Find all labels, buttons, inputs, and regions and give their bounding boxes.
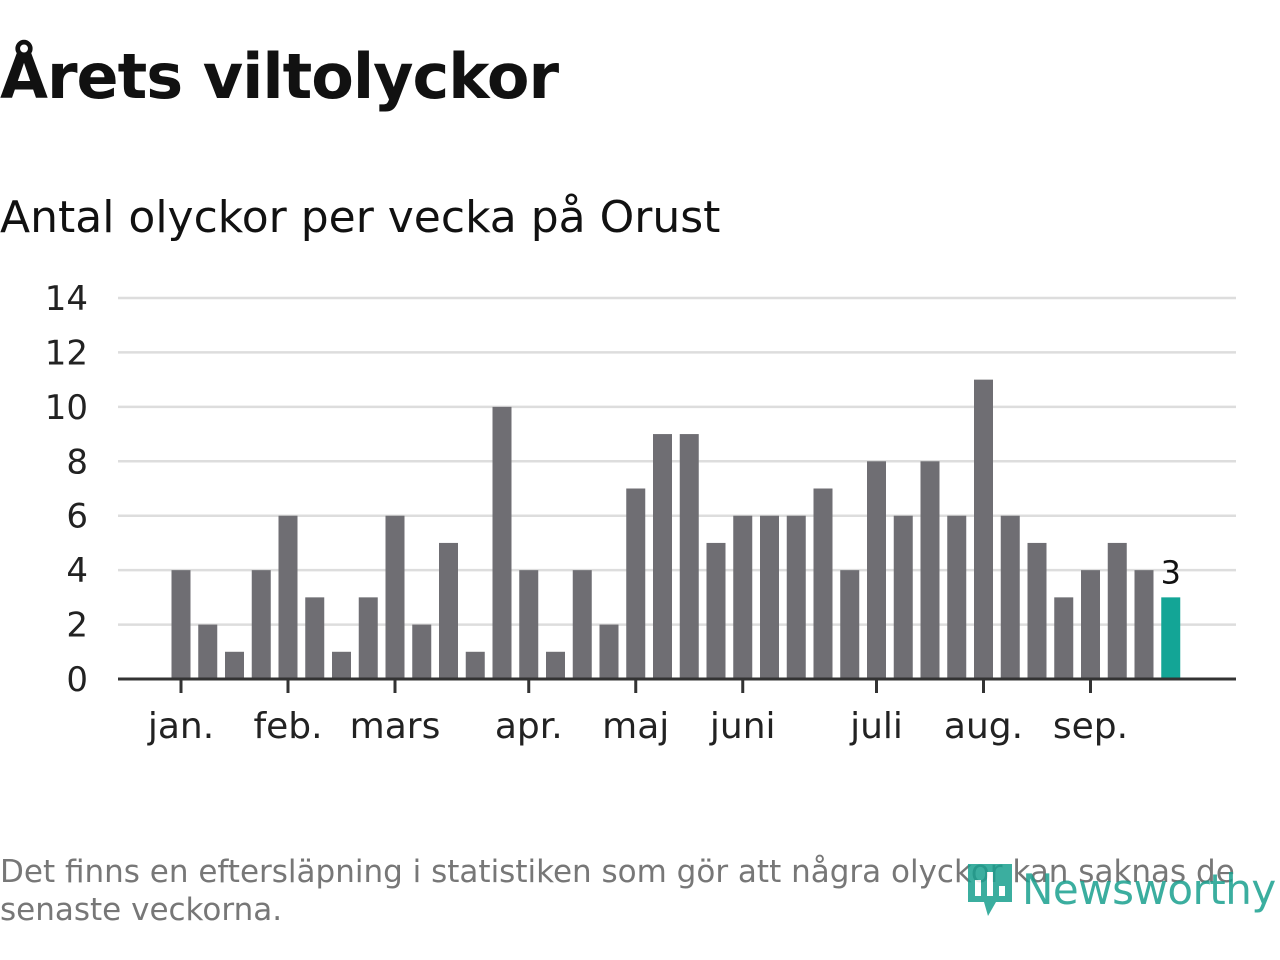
y-tick-label: 10 [45,388,88,428]
x-tick-label: apr. [495,706,563,747]
bar [947,515,967,679]
brand-logo: Newsworthy [964,858,1276,920]
bar [840,570,860,679]
bar [412,624,432,679]
bar [626,488,646,679]
chart-subtitle: Antal olyckor per vecka på Orust [0,192,721,243]
y-tick-label: 8 [66,442,88,482]
bar [893,515,913,679]
bar [599,624,619,679]
footnote: Det finns en eftersläpning i statistiken… [0,854,1235,928]
x-tick-label: maj [602,706,669,747]
bar-current-week [1161,597,1181,679]
x-tick-label: mars [350,706,441,747]
bar [225,651,244,679]
bar [920,461,940,679]
data-labels: 3 [1161,553,1181,591]
bar [439,542,458,679]
x-axis-ticks: jan. feb. mars apr. maj juni juli aug. sep. [147,679,1128,747]
bar [974,379,993,679]
bar [385,515,405,679]
y-tick-label: 0 [66,660,88,700]
x-tick-label: juli [849,706,903,747]
x-tick-label: sep. [1053,706,1128,747]
bar [278,515,298,679]
chart-title: Årets viltolyckor [0,40,559,113]
bar [251,570,271,679]
bar [171,570,191,679]
last-value-label: 3 [1161,553,1181,591]
bar [198,624,218,679]
bar [465,651,485,679]
bar [305,597,325,679]
bar [1081,570,1100,679]
bar [546,651,565,679]
bar-chart-bubble-icon [968,864,1012,916]
y-tick-label: 6 [66,497,88,537]
bar [332,651,351,679]
x-tick-label: feb. [253,706,322,747]
bar [1027,542,1047,679]
bar-chart: 0 2 4 6 8 10 12 14 jan. feb. mars apr. maj juni juli a… [45,279,1236,747]
x-tick-label: aug. [944,706,1023,747]
bar [492,406,512,679]
y-axis-ticks: 0 2 4 6 8 10 12 14 [45,279,88,700]
bar [572,570,592,679]
bar [1107,542,1127,679]
bar [786,515,806,679]
x-tick-label: juni [709,706,776,747]
x-tick-label: jan. [147,706,214,747]
brand-name: Newsworthy [1022,864,1276,914]
bar [358,597,378,679]
y-tick-label: 2 [66,606,88,646]
bars [171,379,1181,679]
bar [733,515,753,679]
y-tick-label: 12 [45,333,88,373]
bar [813,488,833,679]
grid-lines [118,296,1236,626]
bar [519,570,539,679]
bar [679,434,699,679]
bar [1000,515,1020,679]
bar [1054,597,1074,679]
bar [867,461,886,679]
bar [1134,570,1154,679]
y-tick-label: 4 [66,551,88,591]
bar [706,542,726,679]
y-tick-label: 14 [45,279,88,319]
bar [653,434,672,679]
bar [760,515,779,679]
